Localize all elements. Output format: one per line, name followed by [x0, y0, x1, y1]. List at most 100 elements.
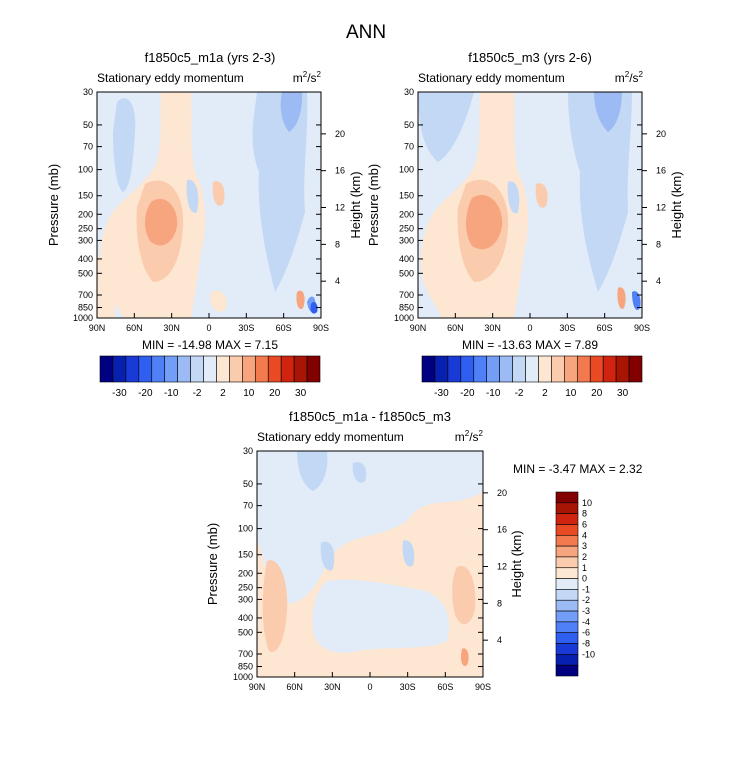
x-tick-label: 0: [206, 323, 211, 333]
colorbar-swatch: [589, 355, 604, 383]
x-tick-label: 60S: [597, 323, 613, 333]
colorbar-label: 2: [582, 552, 587, 562]
colorbar-swatch: [254, 355, 269, 383]
height-tick-label: 20: [335, 129, 345, 139]
panel-3-stats: MIN = -3.47 MAX = 2.32: [513, 462, 643, 476]
panel-2-left-label: Stationary eddy momentum: [418, 71, 565, 85]
colorbar-label: 30: [295, 388, 307, 399]
colorbar-swatch: [306, 355, 321, 383]
panel-3-ylabel: Pressure (mb): [205, 523, 220, 605]
colorbar-swatch: [602, 355, 617, 383]
height-tick-label: 8: [335, 239, 340, 249]
panel-1: f1850c5_m1a (yrs 2-3) Stationary eddy mo…: [46, 50, 363, 399]
colorbar-label: -4: [582, 617, 590, 627]
panel-3-ylabel-right: Height (km): [509, 530, 524, 597]
colorbar-swatch: [555, 491, 579, 504]
colorbar-swatch: [267, 355, 282, 383]
x-tick-label: 30S: [400, 682, 416, 692]
y-tick-label: 300: [78, 235, 93, 245]
panel-3-plot-area: [256, 450, 484, 678]
colorbar-swatch: [555, 664, 579, 677]
panel-2-units: m2/s2: [615, 70, 644, 85]
colorbar-swatch: [447, 355, 462, 383]
x-tick-label: 90N: [89, 323, 106, 333]
panel-1-stats: MIN = -14.98 MAX = 7.15: [142, 338, 278, 352]
colorbar-swatch: [216, 355, 230, 383]
colorbar-swatch: [190, 355, 204, 383]
height-tick-label: 16: [656, 166, 666, 176]
colorbar-label: -10: [582, 649, 595, 659]
x-tick-label: 90S: [634, 323, 650, 333]
colorbar-swatch: [555, 643, 579, 655]
y-tick-label: 150: [399, 191, 414, 201]
colorbar-swatch: [460, 355, 475, 383]
y-tick-label: 70: [83, 142, 93, 152]
colorbar-swatch: [125, 355, 140, 383]
y-tick-label: 1000: [73, 313, 93, 323]
height-tick-label: 16: [335, 166, 345, 176]
y-tick-label: 1000: [394, 313, 414, 323]
x-tick-label: 90N: [249, 682, 266, 692]
y-tick-label: 70: [404, 142, 414, 152]
colorbar-swatch: [164, 355, 178, 383]
height-tick-label: 8: [656, 239, 661, 249]
height-tick-label: 4: [497, 635, 502, 645]
y-tick-label: 500: [399, 268, 414, 278]
colorbar-swatch: [177, 355, 191, 383]
colorbar-label: 10: [582, 498, 592, 508]
colorbar-label: 10: [565, 388, 577, 399]
colorbar-label: 30: [617, 388, 629, 399]
colorbar-swatch: [99, 355, 114, 383]
colorbar-swatch: [512, 355, 526, 383]
y-tick-label: 700: [238, 649, 253, 659]
colorbar-swatch: [555, 599, 579, 612]
colorbar-swatch: [242, 355, 256, 383]
panel-3-left-label: Stationary eddy momentum: [257, 430, 404, 444]
colorbar-label: 3: [582, 541, 587, 551]
y-tick-label: 200: [399, 209, 414, 219]
colorbar-swatch: [280, 355, 295, 383]
y-tick-label: 50: [404, 120, 414, 130]
colorbar-swatch: [229, 355, 243, 383]
y-tick-label: 700: [78, 290, 93, 300]
y-tick-label: 200: [78, 209, 93, 219]
colorbar-swatch: [555, 545, 579, 558]
y-tick-label: 250: [78, 224, 93, 234]
colorbar-label: 8: [582, 509, 587, 519]
x-tick-label: 60N: [447, 323, 464, 333]
height-tick-label: 4: [335, 276, 340, 286]
colorbar-label: -30: [112, 388, 127, 399]
colorbar-swatch: [555, 610, 579, 623]
panel-1-ylabel: Pressure (mb): [46, 164, 61, 246]
height-tick-label: 20: [497, 488, 507, 498]
colorbar-swatch: [138, 355, 153, 383]
colorbar-swatch: [551, 355, 565, 383]
y-tick-label: 850: [78, 303, 93, 313]
colorbar-label: -2: [582, 595, 590, 605]
panel-3-units: m2/s2: [455, 429, 484, 444]
colorbar-swatch: [151, 355, 166, 383]
colorbar-swatch: [499, 355, 513, 383]
panel-1-ylabel-right: Height (km): [348, 171, 363, 238]
colorbar-label: -20: [460, 388, 475, 399]
x-tick-label: 90S: [313, 323, 329, 333]
colorbar-label: -6: [582, 628, 590, 638]
colorbar-swatch: [555, 524, 579, 536]
colorbar-swatch: [525, 355, 539, 383]
panel-3-title: f1850c5_m1a - f1850c5_m3: [289, 409, 451, 424]
y-tick-label: 300: [399, 235, 414, 245]
x-tick-label: 0: [367, 682, 372, 692]
y-tick-label: 1000: [233, 672, 253, 682]
colorbar-label: -8: [582, 639, 590, 649]
y-tick-label: 400: [238, 613, 253, 623]
colorbar-label: 2: [220, 388, 226, 399]
colorbar-swatch: [576, 355, 591, 383]
y-tick-label: 250: [238, 583, 253, 593]
panel-1-left-label: Stationary eddy momentum: [97, 71, 244, 85]
y-tick-label: 500: [78, 268, 93, 278]
y-tick-label: 100: [78, 165, 93, 175]
colorbar-swatch: [555, 556, 579, 569]
y-tick-label: 200: [238, 568, 253, 578]
x-tick-label: 30S: [238, 323, 254, 333]
